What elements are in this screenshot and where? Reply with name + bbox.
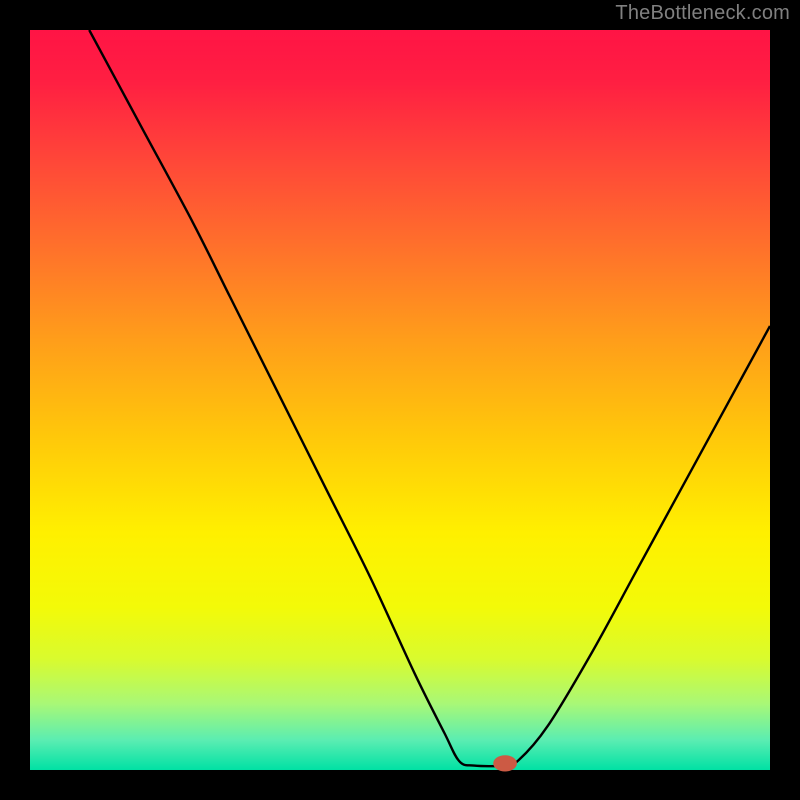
bottleneck-chart bbox=[0, 0, 800, 800]
attribution-text: TheBottleneck.com bbox=[615, 2, 790, 25]
chart-frame: TheBottleneck.com bbox=[0, 0, 800, 800]
optimal-point-marker bbox=[493, 755, 517, 771]
gradient-background bbox=[30, 30, 770, 770]
